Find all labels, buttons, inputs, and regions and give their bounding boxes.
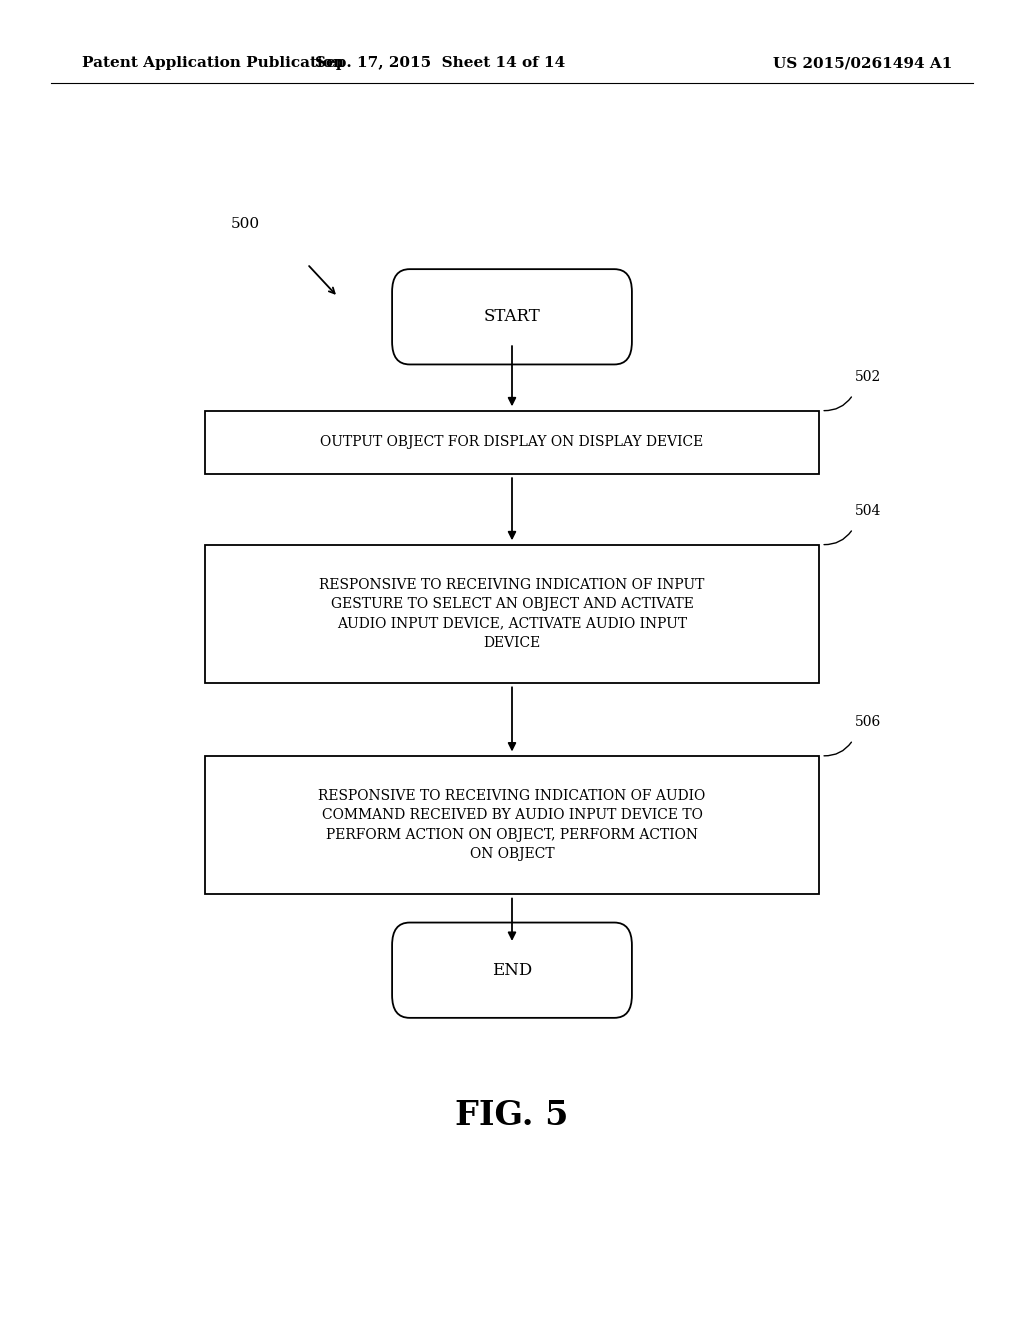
FancyBboxPatch shape <box>205 755 819 895</box>
Text: 504: 504 <box>855 504 882 517</box>
Text: 506: 506 <box>855 715 882 729</box>
Text: RESPONSIVE TO RECEIVING INDICATION OF INPUT
GESTURE TO SELECT AN OBJECT AND ACTI: RESPONSIVE TO RECEIVING INDICATION OF IN… <box>319 578 705 649</box>
Text: RESPONSIVE TO RECEIVING INDICATION OF AUDIO
COMMAND RECEIVED BY AUDIO INPUT DEVI: RESPONSIVE TO RECEIVING INDICATION OF AU… <box>318 789 706 861</box>
Text: 502: 502 <box>855 370 882 384</box>
FancyBboxPatch shape <box>205 544 819 682</box>
Text: Sep. 17, 2015  Sheet 14 of 14: Sep. 17, 2015 Sheet 14 of 14 <box>315 57 565 70</box>
Text: END: END <box>492 962 532 978</box>
Text: 500: 500 <box>230 216 259 231</box>
FancyBboxPatch shape <box>392 923 632 1018</box>
FancyBboxPatch shape <box>392 269 632 364</box>
Text: US 2015/0261494 A1: US 2015/0261494 A1 <box>773 57 952 70</box>
Text: FIG. 5: FIG. 5 <box>456 1098 568 1133</box>
Text: OUTPUT OBJECT FOR DISPLAY ON DISPLAY DEVICE: OUTPUT OBJECT FOR DISPLAY ON DISPLAY DEV… <box>321 436 703 449</box>
FancyBboxPatch shape <box>205 411 819 474</box>
Text: START: START <box>483 309 541 325</box>
Text: Patent Application Publication: Patent Application Publication <box>82 57 344 70</box>
